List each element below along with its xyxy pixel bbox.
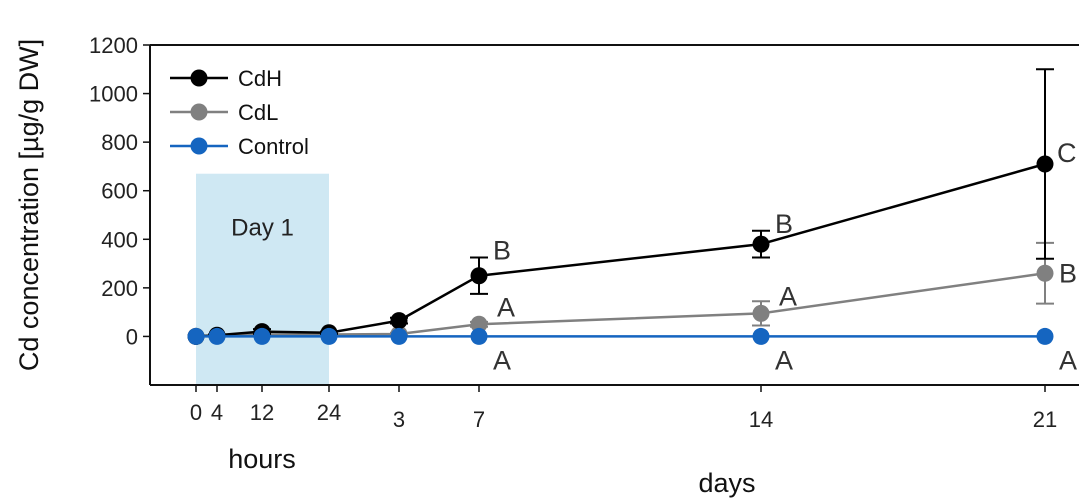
data-point [1036, 155, 1054, 173]
significance-letter: A [1059, 345, 1077, 375]
x-tick-label-hours: 4 [211, 400, 223, 425]
significance-letter: C [1057, 138, 1077, 168]
significance-letter: A [775, 345, 793, 375]
y-tick-label: 1000 [89, 82, 138, 107]
data-point [752, 235, 770, 253]
data-point [470, 327, 488, 345]
day-1-region [196, 173, 329, 385]
data-point [1036, 264, 1054, 282]
axes [149, 44, 1079, 386]
legend-marker [190, 137, 208, 155]
data-point [320, 327, 338, 345]
x-tick-label-hours: 24 [317, 400, 341, 425]
data-point [187, 327, 205, 345]
data-point [470, 315, 488, 333]
series-layer [187, 68, 1054, 345]
y-tick-label: 800 [101, 130, 138, 155]
y-tick-label: 1200 [89, 33, 138, 58]
significance-letter: A [493, 345, 511, 375]
y-tick-label: 0 [126, 324, 138, 349]
x-tick-label-hours: 0 [190, 400, 202, 425]
x-axis-label-days: days [698, 468, 755, 498]
data-point [752, 304, 770, 322]
y-axis-label: Cd concentration [µg/g DW] [14, 39, 44, 371]
data-point [390, 312, 408, 330]
significance-letter: B [493, 236, 511, 266]
significance-letter: B [775, 209, 793, 239]
series-control [187, 327, 1054, 345]
legend-label-cdh: CdH [238, 66, 282, 91]
legend-marker [190, 103, 208, 121]
significance-letter: A [779, 281, 797, 311]
data-point [1036, 327, 1054, 345]
x-tick-label-days: 3 [393, 407, 405, 432]
x-tick-label-days: 14 [749, 407, 773, 432]
legend: CdH CdL Control [170, 66, 309, 159]
data-point [752, 327, 770, 345]
legend-marker [190, 69, 208, 87]
y-tick-label: 200 [101, 276, 138, 301]
x-tick-label-days: 7 [473, 407, 485, 432]
significance-letter: A [497, 292, 515, 322]
significance-letter: B [1059, 258, 1077, 288]
data-point [208, 327, 226, 345]
day-1-label: Day 1 [231, 215, 294, 242]
legend-label-control: Control [238, 134, 309, 159]
y-axis-ticks: 0 200 400 600 800 1000 1200 [89, 33, 150, 349]
x-tick-label-days: 21 [1033, 407, 1057, 432]
data-point [470, 267, 488, 285]
legend-label-cdl: CdL [238, 100, 278, 125]
y-tick-label: 400 [101, 227, 138, 252]
x-axis-ticks: 0 4 12 24 3 7 14 21 [190, 385, 1057, 432]
y-tick-label: 600 [101, 179, 138, 204]
data-point [390, 327, 408, 345]
x-tick-label-hours: 12 [250, 400, 274, 425]
x-axis-label-hours: hours [228, 444, 296, 474]
data-point [253, 327, 271, 345]
